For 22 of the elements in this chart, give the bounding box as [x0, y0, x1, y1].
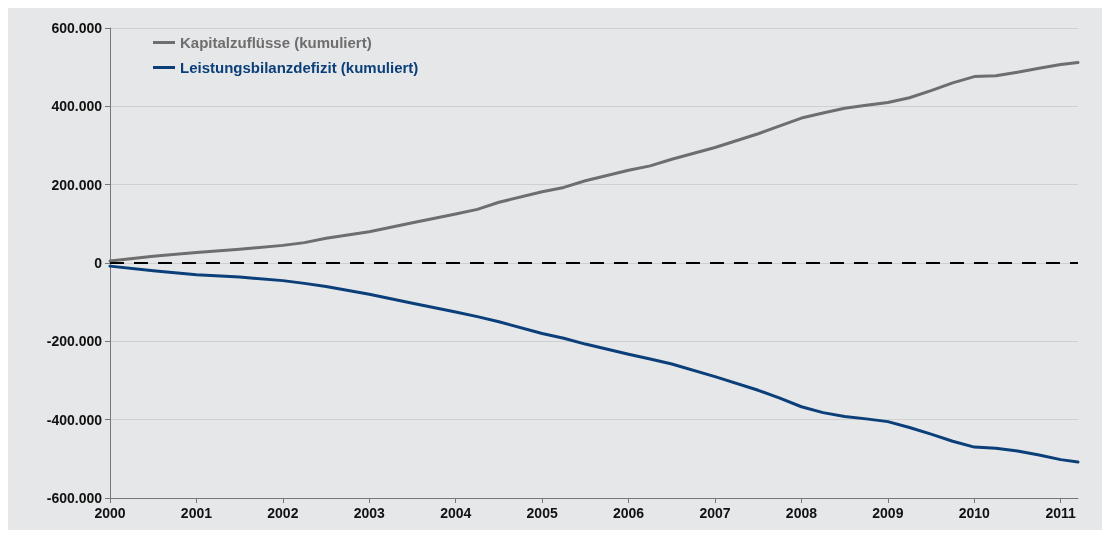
x-tick-label: 2005: [526, 505, 558, 521]
x-tick-label: 2002: [267, 505, 299, 521]
x-tick-label: 2011: [1045, 505, 1077, 521]
y-tick-label: -200.000: [46, 333, 103, 350]
x-tick-label: 2004: [440, 505, 472, 521]
y-tick-label: -600.000: [46, 490, 103, 506]
x-tick-label: 2008: [785, 505, 818, 521]
x-tick-label: 2007: [699, 505, 731, 521]
y-tick-label: 200.000: [51, 176, 103, 193]
legend-label: Kapitalzuflüsse (kumuliert): [180, 34, 372, 51]
y-tick-label: 0: [94, 255, 103, 271]
y-tick-label: -400.000: [46, 411, 103, 428]
x-tick-label: 2006: [612, 505, 645, 521]
line-series: [108, 264, 1080, 464]
x-tick-label: 2000: [94, 505, 126, 521]
x-tick-label: 2010: [958, 505, 991, 521]
x-tick-label: 2009: [872, 505, 904, 521]
y-tick-label: 600.000: [51, 20, 103, 36]
x-tick-label: 2003: [353, 505, 386, 521]
y-tick-label: 400.000: [51, 98, 103, 115]
x-tick-label: 2001: [180, 505, 213, 521]
legend-label: Leistungsbilanzdefizit (kumuliert): [180, 59, 419, 76]
